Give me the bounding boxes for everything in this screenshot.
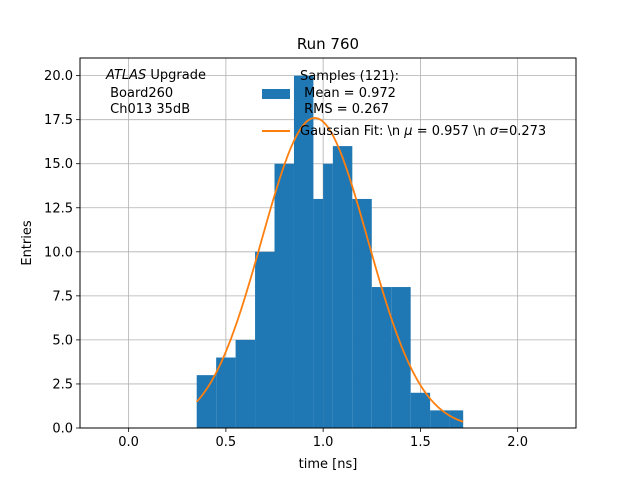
gaussian-fit xyxy=(196,116,464,423)
y-tick-label: 10.0 xyxy=(44,245,73,260)
histogram-bar xyxy=(196,375,217,428)
annotation-line-1: ATLAS Upgrade xyxy=(105,68,206,83)
y-tick-label: 5.0 xyxy=(52,333,73,348)
plot-frame xyxy=(79,57,577,429)
x-tick-label: 1.0 xyxy=(313,435,334,450)
legend-hist-line-3: RMS = 0.267 xyxy=(300,102,389,117)
histogram-bar xyxy=(216,357,236,428)
y-axis-label: Entries xyxy=(20,220,35,266)
legend-fit-sigma: σ xyxy=(490,124,499,139)
histogram-bar xyxy=(352,198,372,428)
y-tick-label: 0.0 xyxy=(52,422,73,437)
y-tick-label: 15.0 xyxy=(44,157,73,172)
histogram-bar xyxy=(323,163,333,428)
legend-fit-mid: = 0.957 \n xyxy=(413,124,490,139)
x-axis-ticks: 0.0 0.5 1.0 1.5 2.0 xyxy=(118,428,528,450)
legend-hist-line-1: Samples (121): xyxy=(300,69,399,84)
histogram-bar xyxy=(313,198,324,428)
x-tick-label: 2.0 xyxy=(507,435,528,450)
annotation-line-2: Board260 xyxy=(106,86,173,101)
chart-title: Run 760 xyxy=(297,35,359,53)
histogram-bar xyxy=(235,339,256,428)
histogram-bar xyxy=(410,392,431,428)
atlas-annotation: ATLAS Upgrade Board260 Ch013 35dB xyxy=(105,68,206,117)
y-axis-ticks: 0.0 2.5 5.0 7.5 10.0 12.5 15.0 17.5 20.0 xyxy=(44,69,80,437)
histogram-bar xyxy=(332,146,353,428)
annotation-line-3: Ch013 35dB xyxy=(106,102,190,117)
legend-fit-mu: μ xyxy=(403,124,412,139)
histogram-bar xyxy=(391,287,411,428)
histogram-bars xyxy=(196,75,464,428)
legend-fit-label: Gaussian Fit: \n μ = 0.957 \n σ=0.273 xyxy=(300,124,546,139)
histogram-bar xyxy=(274,163,294,428)
legend-hist-line-2: Mean = 0.972 xyxy=(300,86,396,101)
histogram-bar xyxy=(255,251,275,428)
histogram-bar xyxy=(293,75,314,428)
histogram-bar xyxy=(430,410,450,428)
x-axis-label: time [ns] xyxy=(299,457,358,472)
legend: Samples (121): Mean = 0.972 RMS = 0.267 … xyxy=(262,69,546,139)
x-tick-label: 0.0 xyxy=(118,435,139,450)
y-tick-label: 7.5 xyxy=(52,289,73,304)
y-tick-label: 2.5 xyxy=(52,377,73,392)
legend-swatch-histogram xyxy=(262,89,290,99)
histogram-bar xyxy=(371,287,392,428)
x-tick-label: 1.5 xyxy=(410,435,431,450)
legend-fit-post: =0.273 xyxy=(498,124,546,139)
gaussian-fit-curve xyxy=(196,116,464,423)
annotation-upgrade: Upgrade xyxy=(146,68,206,83)
x-tick-label: 0.5 xyxy=(216,435,237,450)
y-tick-label: 20.0 xyxy=(44,69,73,84)
y-tick-label: 12.5 xyxy=(44,201,73,216)
y-tick-label: 17.5 xyxy=(44,113,73,128)
legend-fit-pre: Gaussian Fit: \n xyxy=(300,124,404,139)
annotation-atlas: ATLAS xyxy=(105,68,146,83)
